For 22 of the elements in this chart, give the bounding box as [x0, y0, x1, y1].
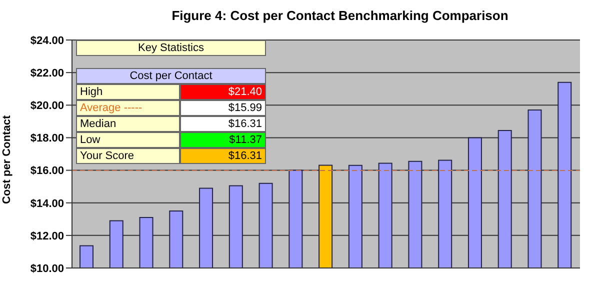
annotation: Your Score [76, 148, 180, 164]
y-tick-label: $10.00 [30, 262, 64, 275]
annotation: $16.31 [180, 116, 266, 132]
y-tick-label: $14.00 [30, 198, 64, 210]
annotation: Average ----- [76, 100, 180, 116]
y-tick-label: $12.00 [30, 230, 64, 242]
annotation: Median [76, 116, 180, 132]
annotation: $21.40 [180, 84, 266, 100]
y-axis-title: Cost per Contact [0, 115, 13, 204]
y-tick-label: $20.00 [30, 100, 64, 112]
y-tick-label: $18.00 [30, 132, 64, 145]
annotation: $15.99 [180, 100, 266, 116]
y-tick-label: $22.00 [30, 67, 64, 80]
y-tick-label: $16.00 [30, 165, 64, 178]
annotation: $16.31 [180, 148, 266, 164]
annotation: Key Statistics [76, 40, 266, 56]
annotation: Cost per Contact [76, 68, 266, 84]
y-tick-label: $24.00 [30, 34, 64, 47]
annotation: High [76, 84, 180, 100]
annotation: Low [76, 132, 180, 148]
annotation: $11.37 [180, 132, 266, 148]
chart-title: Figure 4: Cost per Contact Benchmarking Comparison [170, 8, 510, 23]
